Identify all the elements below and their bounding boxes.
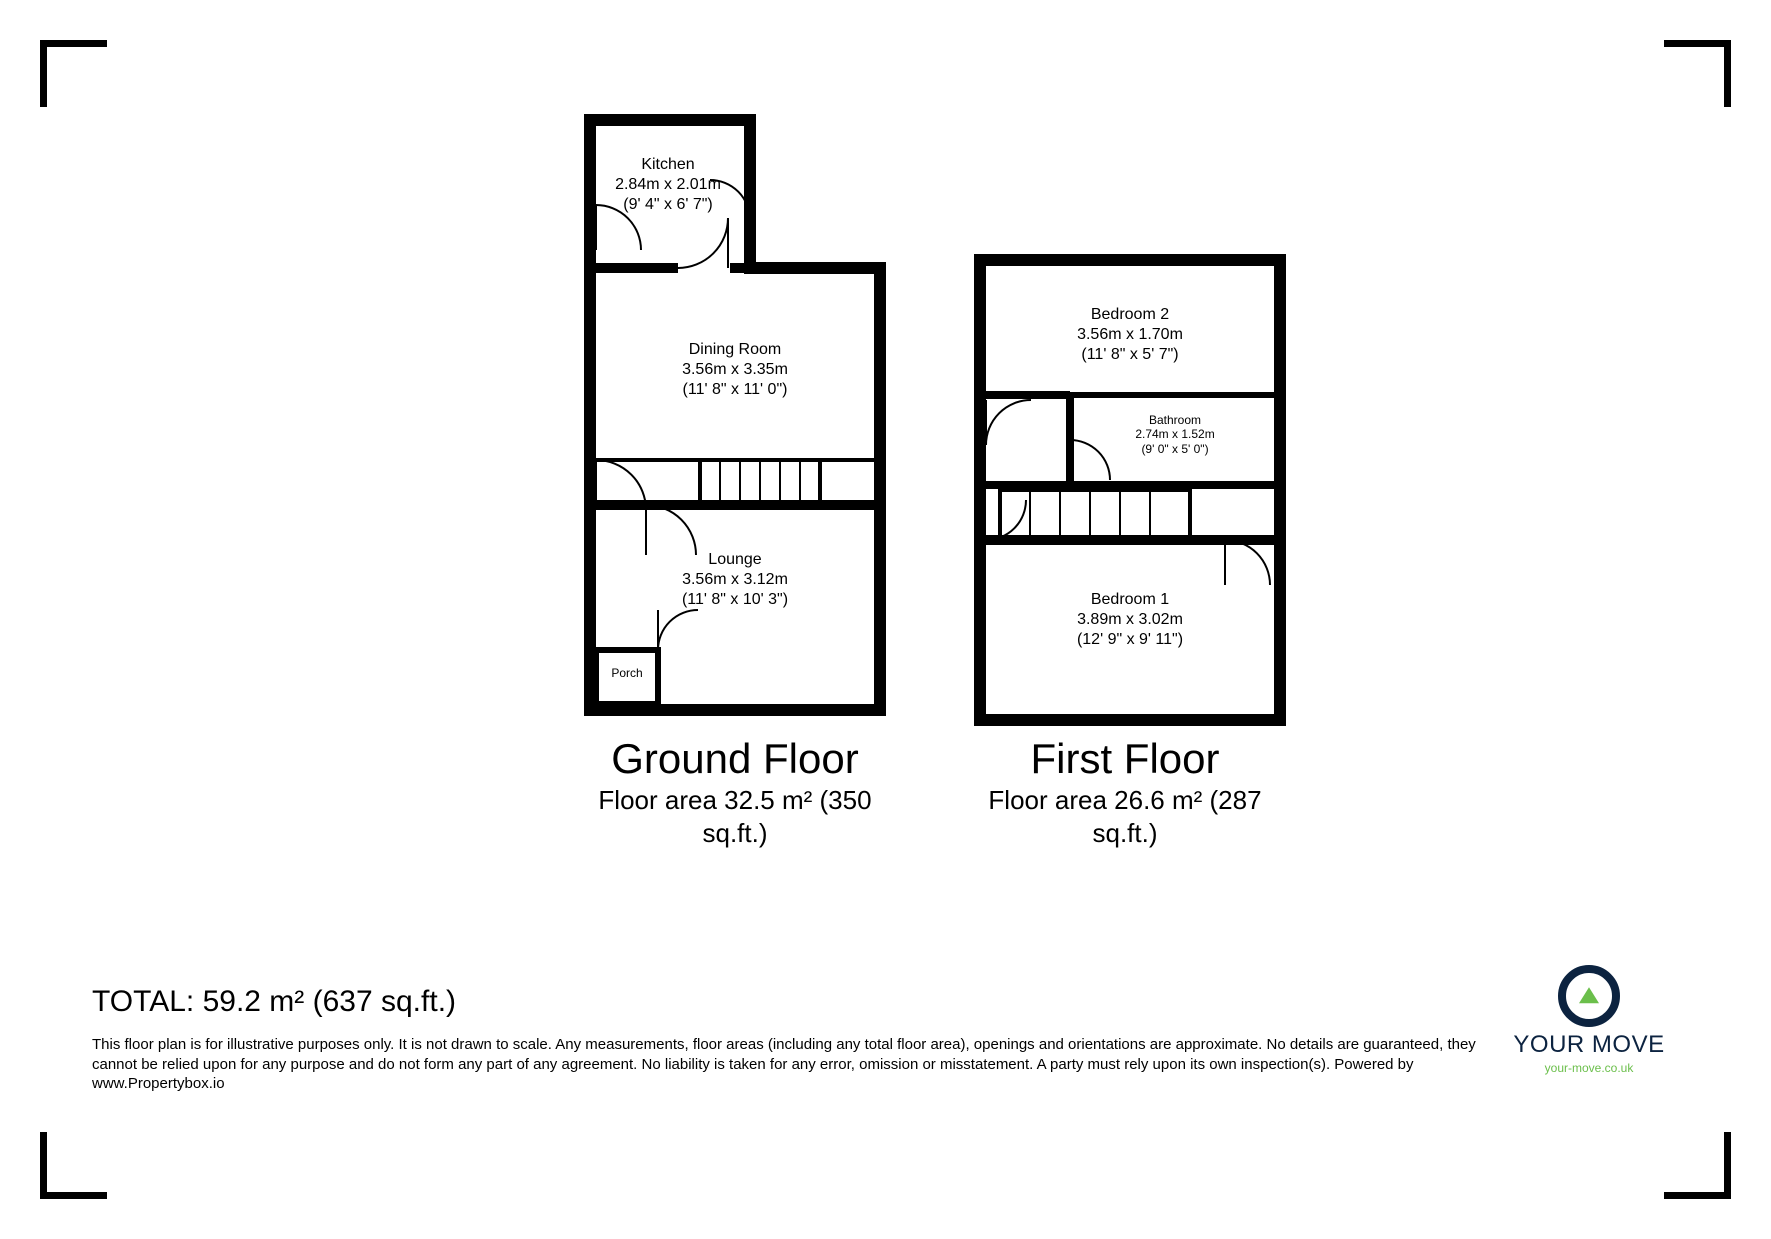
dining-label: Dining Room 3.56m x 3.35m (11' 8" x 11' … [620,340,850,400]
porch-label: Porch [598,666,656,680]
disclaimer-text: This floor plan is for illustrative purp… [92,1035,1492,1094]
bedroom2-name: Bedroom 2 [1010,305,1250,325]
lounge-name: Lounge [620,550,850,570]
dining-dim-ft: (11' 8" x 11' 0") [620,380,850,400]
logo-icon [1558,965,1620,1027]
logo-brand: YOUR MOVE [1499,1031,1679,1059]
bathroom-name: Bathroom [1080,413,1270,427]
bedroom2-label: Bedroom 2 3.56m x 1.70m (11' 8" x 5' 7") [1010,305,1250,365]
crop-mark-tr [1664,40,1731,107]
first-area1: Floor area 26.6 m² (287 [955,785,1295,816]
floorplans-area: Kitchen 2.84m x 2.01m (9' 4" x 6' 7") Di… [0,110,1771,930]
dining-name: Dining Room [620,340,850,360]
crop-mark-br [1664,1132,1731,1199]
first-floor-plan: Bedroom 2 3.56m x 1.70m (11' 8" x 5' 7")… [970,250,1290,730]
first-caption: First Floor Floor area 26.6 m² (287 sq.f… [955,735,1295,849]
bathroom-dim-ft: (9' 0" x 5' 0") [1080,442,1270,456]
kitchen-dim-m: 2.84m x 2.01m [588,175,748,195]
bedroom2-dim-ft: (11' 8" x 5' 7") [1010,345,1250,365]
kitchen-label: Kitchen 2.84m x 2.01m (9' 4" x 6' 7") [588,155,748,215]
kitchen-name: Kitchen [588,155,748,175]
ground-caption: Ground Floor Floor area 32.5 m² (350 sq.… [555,735,915,849]
ground-area2: sq.ft.) [555,818,915,849]
bathroom-label: Bathroom 2.74m x 1.52m (9' 0" x 5' 0") [1080,413,1270,456]
bedroom1-dim-m: 3.89m x 3.02m [1010,610,1250,630]
brand-logo: YOUR MOVE your-move.co.uk [1499,965,1679,1075]
lounge-dim-ft: (11' 8" x 10' 3") [620,590,850,610]
dining-dim-m: 3.56m x 3.35m [620,360,850,380]
lounge-dim-m: 3.56m x 3.12m [620,570,850,590]
bedroom1-name: Bedroom 1 [1010,590,1250,610]
ground-area1: Floor area 32.5 m² (350 [555,785,915,816]
porch-name: Porch [598,666,656,680]
first-stairs [1000,490,1190,538]
bedroom2-dim-m: 3.56m x 1.70m [1010,325,1250,345]
total-area: TOTAL: 59.2 m² (637 sq.ft.) [92,985,456,1019]
crop-mark-tl [40,40,107,107]
ground-floor-plan: Kitchen 2.84m x 2.01m (9' 4" x 6' 7") Di… [580,110,900,730]
bedroom1-dim-ft: (12' 9" x 9' 11") [1010,630,1250,650]
first-area2: sq.ft.) [955,818,1295,849]
first-title: First Floor [955,735,1295,783]
bedroom1-label: Bedroom 1 3.89m x 3.02m (12' 9" x 9' 11"… [1010,590,1250,650]
crop-mark-bl [40,1132,107,1199]
logo-url: your-move.co.uk [1499,1061,1679,1075]
ground-title: Ground Floor [555,735,915,783]
lounge-label: Lounge 3.56m x 3.12m (11' 8" x 10' 3") [620,550,850,610]
kitchen-dim-ft: (9' 4" x 6' 7") [588,195,748,215]
bathroom-dim-m: 2.74m x 1.52m [1080,427,1270,441]
